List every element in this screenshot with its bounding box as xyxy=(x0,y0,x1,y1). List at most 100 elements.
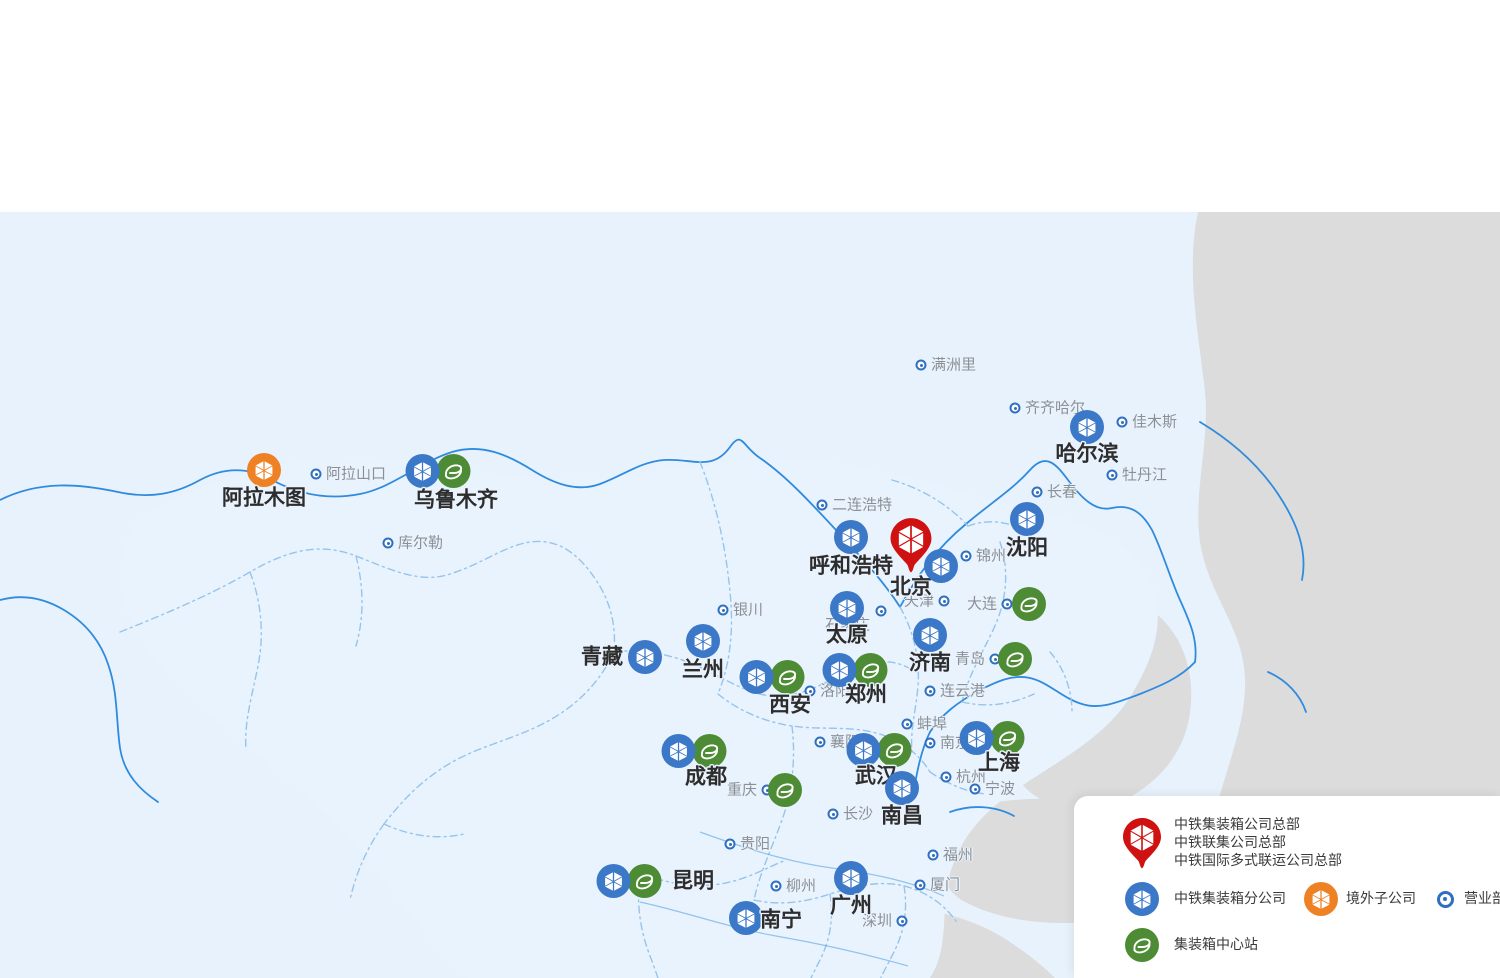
green-leaf-icon xyxy=(990,721,1025,755)
green-leaf-icon xyxy=(768,773,802,807)
marker-chongqing-station[interactable] xyxy=(768,773,802,807)
marker-beijing-branch[interactable] xyxy=(924,549,958,583)
office-marker-mudanjiang[interactable] xyxy=(1106,469,1118,481)
blue-ring-dot-icon xyxy=(1434,890,1456,908)
green-leaf-icon xyxy=(627,864,662,898)
green-leaf-icon xyxy=(770,660,805,694)
legend-row-branches: 中铁集装箱分公司 境外子公司 xyxy=(1118,882,1500,916)
office-marker-liuzhou[interactable] xyxy=(770,880,782,892)
office-marker-luoyang[interactable] xyxy=(804,685,816,697)
office-marker-alashankou[interactable] xyxy=(310,468,322,480)
marker-dalian-station[interactable] xyxy=(1012,587,1046,621)
office-marker-bengbu[interactable] xyxy=(901,718,913,730)
green-leaf-icon xyxy=(853,653,888,687)
blue-container-icon xyxy=(1010,502,1044,536)
office-marker-changsha[interactable] xyxy=(827,808,839,820)
green-leaf-icon xyxy=(998,642,1032,676)
blue-container-icon xyxy=(846,733,881,767)
blue-container-icon xyxy=(729,901,763,935)
office-marker-erlianhaote[interactable] xyxy=(816,499,828,511)
office-marker-qiqihaer[interactable] xyxy=(1009,402,1021,414)
marker-qingdao-station[interactable] xyxy=(998,642,1032,676)
marker-nanchang[interactable] xyxy=(885,771,919,805)
blue-container-icon xyxy=(405,454,440,488)
blue-container-icon xyxy=(834,861,868,895)
office-marker-ningbo[interactable] xyxy=(969,783,981,795)
legend-row-headquarters: 中铁集装箱公司总部 中铁联集公司总部 中铁国际多式联运公司总部 xyxy=(1118,816,1500,870)
marker-qingzang[interactable] xyxy=(628,640,662,674)
rivers xyxy=(639,831,945,967)
legend-branch-label: 中铁集装箱分公司 xyxy=(1174,891,1286,907)
marker-zhengzhou[interactable] xyxy=(822,653,888,687)
blue-container-icon xyxy=(628,640,662,674)
legend-overseas-label: 境外子公司 xyxy=(1346,891,1416,907)
office-marker-jinzhou[interactable] xyxy=(960,550,972,562)
marker-alamutu[interactable] xyxy=(247,453,281,487)
green-leaf-icon xyxy=(436,454,471,488)
office-marker-changchun[interactable] xyxy=(1031,486,1043,498)
marker-lanzhou[interactable] xyxy=(686,624,720,658)
blue-container-icon xyxy=(661,734,696,768)
marker-xian[interactable] xyxy=(739,660,805,694)
blue-container-icon xyxy=(913,618,947,652)
office-marker-hangzhou[interactable] xyxy=(940,771,952,783)
red-pin-container-icon xyxy=(1118,817,1166,869)
office-marker-guiyang[interactable] xyxy=(724,838,736,850)
map-geometry xyxy=(0,212,1500,978)
office-marker-xiamen[interactable] xyxy=(914,879,926,891)
legend-item-overseas: 境外子公司 xyxy=(1304,882,1416,916)
china-mainland-fill xyxy=(120,457,1158,978)
office-marker-fuzhou[interactable] xyxy=(927,849,939,861)
marker-guangzhou[interactable] xyxy=(834,861,868,895)
office-marker-lianyungang[interactable] xyxy=(924,685,936,697)
marker-jinan[interactable] xyxy=(913,618,947,652)
green-leaf-icon xyxy=(692,734,727,768)
legend-row-center-station: 集装箱中心站 xyxy=(1118,928,1500,962)
marker-chengdu[interactable] xyxy=(661,734,727,768)
marker-shenyang[interactable] xyxy=(1010,502,1044,536)
green-leaf-icon xyxy=(1118,928,1166,962)
office-marker-tianjin[interactable] xyxy=(938,595,950,607)
legend-item-branch: 中铁集装箱分公司 xyxy=(1118,882,1286,916)
blue-container-icon xyxy=(885,771,919,805)
blue-container-icon xyxy=(924,549,958,583)
blue-container-icon xyxy=(822,653,857,687)
legend-hq-labels: 中铁集装箱公司总部 中铁联集公司总部 中铁国际多式联运公司总部 xyxy=(1174,816,1342,870)
map-legend: 中铁集装箱公司总部 中铁联集公司总部 中铁国际多式联运公司总部 xyxy=(1074,796,1500,978)
blue-container-icon xyxy=(1070,410,1104,444)
office-marker-shenzhen[interactable] xyxy=(896,915,908,927)
marker-taiyuan[interactable] xyxy=(830,591,864,625)
marker-shanghai[interactable] xyxy=(959,721,1025,755)
office-marker-xiangyang[interactable] xyxy=(814,736,826,748)
blue-container-icon xyxy=(959,721,994,755)
marker-huhehaote[interactable] xyxy=(834,520,868,554)
blue-container-icon xyxy=(834,520,868,554)
marker-wulumuqi[interactable] xyxy=(405,454,471,488)
legend-hq-line-2: 中铁联集公司总部 xyxy=(1174,835,1286,851)
legend-hq-line-1: 中铁集装箱公司总部 xyxy=(1174,817,1300,833)
legend-office-label: 营业部 xyxy=(1464,891,1500,907)
office-marker-manzhouli[interactable] xyxy=(915,359,927,371)
blue-container-icon xyxy=(739,660,774,694)
orange-container-icon xyxy=(247,453,281,487)
orange-container-icon xyxy=(1304,882,1338,916)
marker-haerbin[interactable] xyxy=(1070,410,1104,444)
office-marker-jiamusi[interactable] xyxy=(1116,416,1128,428)
hq-pin-marker-beijing[interactable] xyxy=(889,517,933,578)
legend-hq-line-3: 中铁国际多式联运公司总部 xyxy=(1174,853,1342,869)
blue-container-icon xyxy=(1118,882,1166,916)
office-marker-dalian[interactable] xyxy=(1001,598,1013,610)
office-marker-shijiazhuang[interactable] xyxy=(875,605,887,617)
office-marker-kuerle[interactable] xyxy=(382,537,394,549)
green-leaf-icon xyxy=(1012,587,1046,621)
blue-container-icon xyxy=(596,864,631,898)
legend-item-office: 营业部 xyxy=(1434,890,1500,908)
marker-wuhan[interactable] xyxy=(846,733,912,767)
marker-nanning[interactable] xyxy=(729,901,763,935)
blue-container-icon xyxy=(686,624,720,658)
marker-kunming[interactable] xyxy=(596,864,662,898)
green-leaf-icon xyxy=(877,733,912,767)
office-marker-nanjing[interactable] xyxy=(924,737,936,749)
office-marker-yinchuan[interactable] xyxy=(717,604,729,616)
